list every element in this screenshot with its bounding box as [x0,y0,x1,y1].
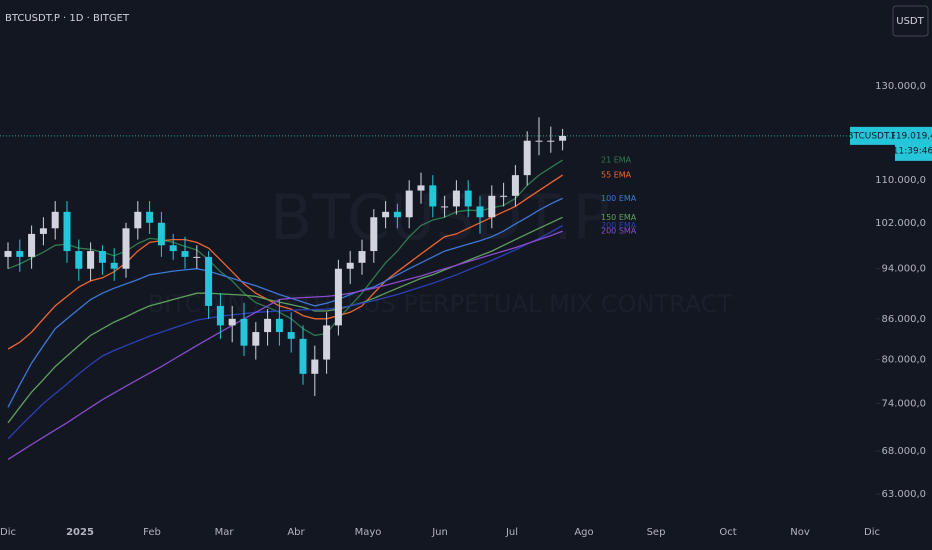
y-tick-label: 94.000,0 [881,264,926,275]
price-tag-box [895,126,932,161]
candle-body [216,305,224,326]
candle-body [39,228,47,234]
y-tick-label: 86.000,0 [881,314,926,325]
candle-body [87,251,95,269]
ma-line [7,197,563,408]
countdown: 11:39:46 [893,146,932,156]
candle-body [252,332,260,346]
candle-body [264,318,272,333]
candle-body [134,211,142,229]
candle-body [311,359,319,374]
x-tick-label: Mayo [355,527,382,538]
y-tick-label: 102.000,0 [875,218,926,229]
x-tick-label: Sep [647,527,666,538]
candle-body [193,256,201,258]
candle-body [181,251,189,257]
x-tick-label: Nov [790,527,810,538]
candle-body [488,195,496,218]
x-tick-label: Dic [864,527,880,538]
x-tick-label: Jul [505,527,518,538]
candle-body [275,318,283,333]
candle-body [429,185,437,207]
candle-body [559,135,567,141]
candle-body [346,262,354,269]
candle-body [417,185,425,191]
candle-body [63,211,71,252]
candle-body [51,211,59,229]
candle-body [98,251,106,263]
symbol-tag: BTCUSDT.P [847,131,897,141]
ma-line [7,230,563,460]
candle-body [441,206,449,208]
x-tick-label: Jun [431,527,448,538]
x-tick-label: Abr [287,527,305,538]
x-tick-label: Mar [215,527,235,538]
candle-body [122,228,130,269]
x-tick-label: 2025 [66,527,94,538]
candle-body [28,233,36,257]
candle-body [476,206,484,218]
x-tick-label: Oct [719,527,736,538]
ma-line [7,224,563,440]
candle-body [157,222,165,246]
candle-body [146,211,154,223]
legend-label: 100 EMA [601,194,637,203]
y-tick-label: 63.000,0 [881,489,926,500]
candle-body [547,140,555,142]
candle-body [452,190,460,207]
candle-body [16,251,24,257]
candle-body [323,325,331,360]
candle-body [75,251,83,269]
ma-line [7,216,563,424]
y-tick-label: 68.000,0 [881,446,926,457]
chart-title: BTCUSDT.P · 1D · BITGET [5,13,130,24]
candle-body [393,211,401,218]
y-tick-label: 80.000,0 [881,355,926,366]
x-tick-label: Ago [574,527,593,538]
candle-body [110,262,118,269]
candle-body [370,217,378,252]
candle-body [228,318,236,326]
x-tick-label: Feb [143,527,161,538]
candle-body [464,190,472,207]
candle-body [299,338,307,374]
legend-label: 150 EMA [601,213,637,222]
candle-body [500,195,508,197]
y-tick-label: 74.000,0 [881,398,926,409]
candle-body [287,332,295,339]
watermark-symbol: BTCUSDT.P [270,181,610,254]
candle-body [169,245,177,252]
price-tag: 119.019,4 [890,131,932,141]
legend-label: 21 EMA [601,156,632,165]
legend-label: 55 EMA [601,171,632,180]
candle-body [4,251,12,257]
y-tick-label: 110.000,0 [875,175,926,186]
x-tick-label: Dic [0,527,16,538]
currency-button[interactable] [892,5,929,37]
candle-body [511,175,519,196]
symbol-tag-box [850,126,895,145]
candle-body [535,140,543,142]
y-tick-label: 130.000,0 [875,81,926,92]
ma-line [7,174,563,350]
legend-label: 200 SMA [601,227,637,236]
candle-body [334,268,342,326]
candle-body [382,211,390,218]
currency-button-label[interactable]: USDT [896,16,924,27]
candle-body [405,190,413,218]
candle-body [523,140,531,176]
candle-body [205,256,213,306]
candle-body [358,251,366,263]
candle-body [240,318,248,346]
legend-label: 200 EMA [601,221,637,230]
